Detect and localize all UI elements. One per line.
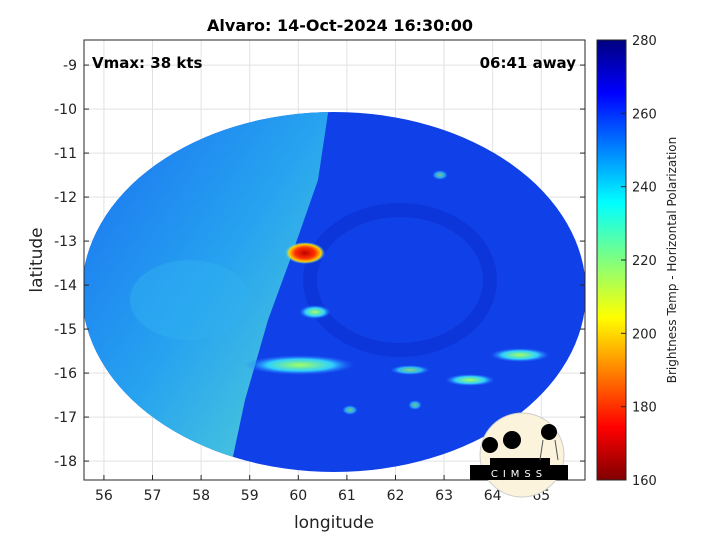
cimss-logo: CIMSS [470,412,568,498]
colorbar-tick-label: 220 [632,254,657,269]
axes-box [83,39,586,481]
colorbar-label: Brightness Temp - Horizontal Polarizatio… [665,137,679,384]
storm-core [285,242,325,264]
y-tick-label: -9 [63,58,77,74]
y-tick-label: -18 [54,454,77,470]
brightness-temp-image [84,112,585,472]
x-tick-label: 58 [192,488,210,504]
y-tick-label: -15 [54,322,77,338]
x-tick-label: 59 [241,488,259,504]
y-tick-label: -12 [54,190,77,206]
x-tick-label: 62 [387,488,405,504]
x-tick-label: 56 [95,488,113,504]
x-tick-label: 60 [289,488,307,504]
y-tick-label: -13 [54,234,77,250]
colorbar-tick-label: 200 [632,327,657,342]
y-axis-label: latitude [27,227,47,292]
colorbar-tick-label: 260 [632,107,657,122]
colorbar-tick-label: 240 [632,181,657,196]
colorbar-tick-label: 280 [632,34,657,49]
colorbar-tick-label: 180 [632,401,657,416]
y-tick-label: -16 [54,366,77,382]
y-tick-label: -14 [54,278,77,294]
y-tick-label: -11 [54,146,77,162]
logo-text: CIMSS [491,469,547,480]
x-tick-label: 57 [144,488,162,504]
time-away-annotation: 06:41 away [480,54,577,72]
plot-title: Alvaro: 14-Oct-2024 16:30:00 [207,16,473,35]
x-tick-label: 61 [338,488,356,504]
y-tick-label: -17 [54,410,77,426]
y-tick-label: -10 [54,102,77,118]
x-tick-label: 64 [484,488,502,504]
x-tick-label: 63 [435,488,453,504]
vmax-annotation: Vmax: 38 kts [92,54,202,72]
x-axis-label: longitude [294,513,374,533]
colorbar-tick-label: 160 [632,474,657,489]
